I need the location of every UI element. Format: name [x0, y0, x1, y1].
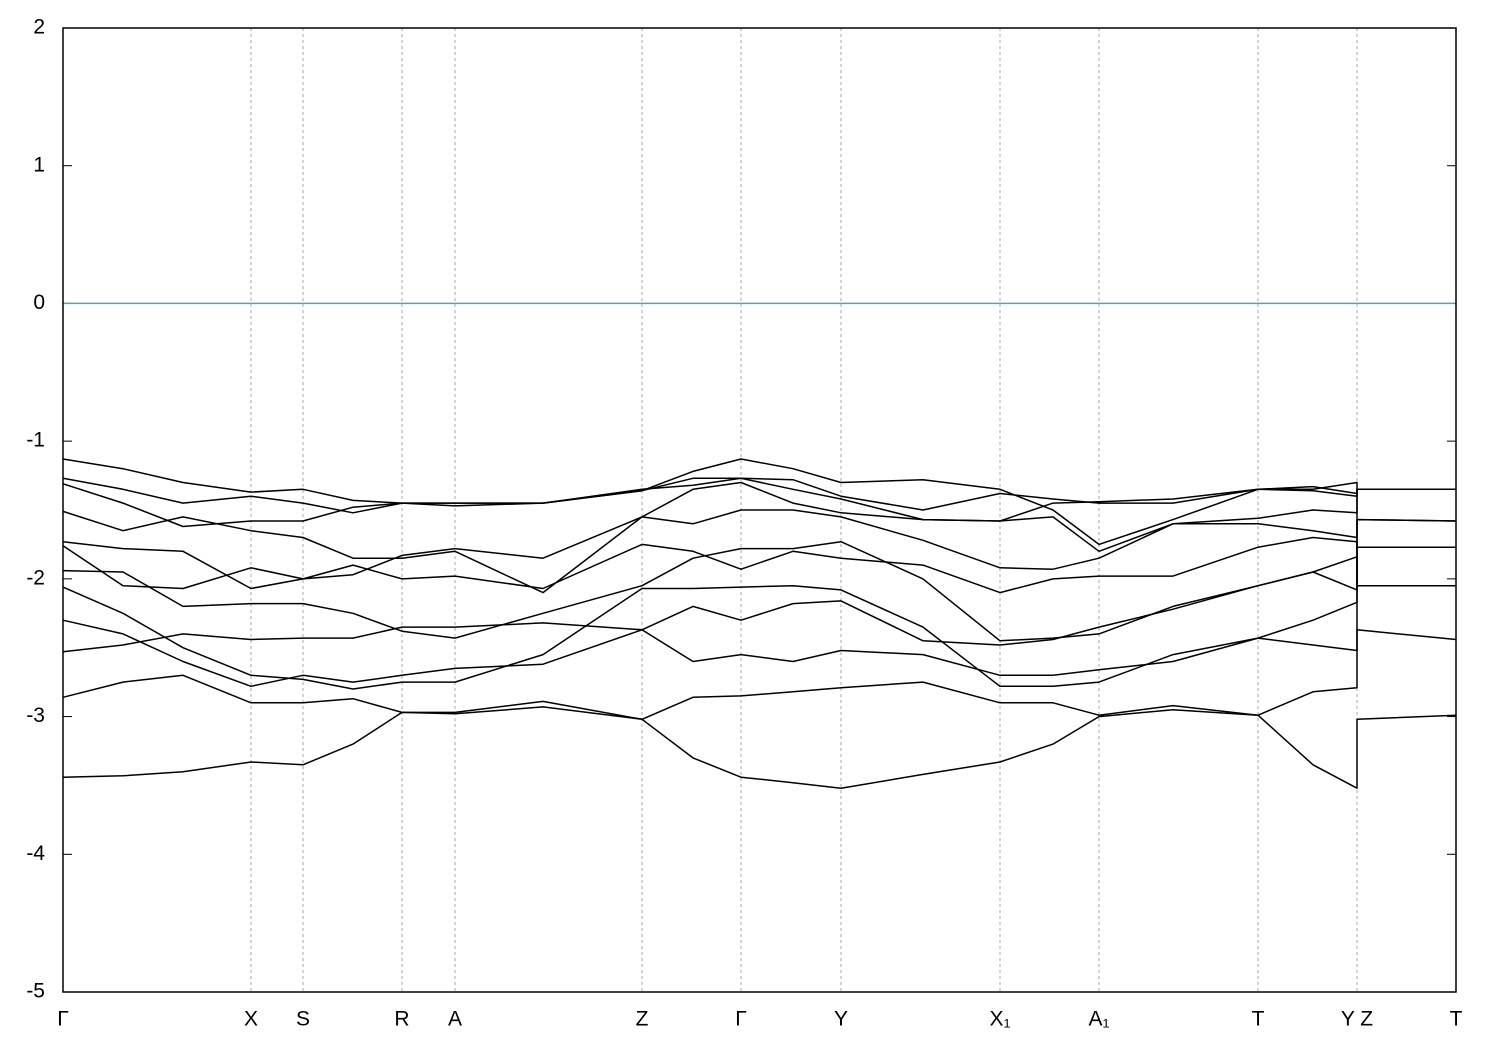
x-tick-label: Z	[636, 1008, 649, 1031]
plot-frame	[62, 27, 1457, 993]
band-line	[62, 481, 1456, 594]
y-tick-label: -3	[26, 704, 45, 727]
y-tick-label: -1	[26, 429, 45, 452]
y-tick-label: -2	[26, 566, 45, 589]
x-tick-label: T	[1252, 1008, 1265, 1031]
band-line	[62, 536, 1456, 594]
band-line	[62, 458, 1456, 546]
x-tick-label: Γ	[57, 1008, 69, 1031]
band-line	[62, 488, 1456, 642]
band-line	[62, 546, 1456, 688]
x-tick-label: X	[244, 1008, 258, 1031]
x-tick-label: A₁	[1088, 1008, 1109, 1031]
x-tick-label: Y Z	[1341, 1008, 1373, 1031]
band-line	[62, 509, 1457, 590]
band-line	[62, 706, 1457, 789]
x-tick-label: S	[296, 1008, 310, 1031]
x-tick-label: R	[394, 1008, 409, 1031]
band-line	[62, 518, 1457, 690]
x-tick-label: Y	[834, 1008, 848, 1031]
band-line	[62, 458, 1456, 511]
x-tick-label: Γ	[735, 1008, 747, 1031]
x-tick-label: A	[448, 1008, 462, 1031]
band-line	[62, 629, 1457, 721]
x-tick-label: X₁	[989, 1008, 1010, 1031]
y-tick-label: -5	[26, 980, 45, 1003]
y-tick-label: 2	[33, 16, 45, 39]
x-tick-label: T	[1450, 1008, 1463, 1031]
y-tick-label: -4	[26, 842, 45, 865]
y-tick-label: 1	[33, 153, 45, 176]
y-tick-label: 0	[33, 291, 45, 314]
